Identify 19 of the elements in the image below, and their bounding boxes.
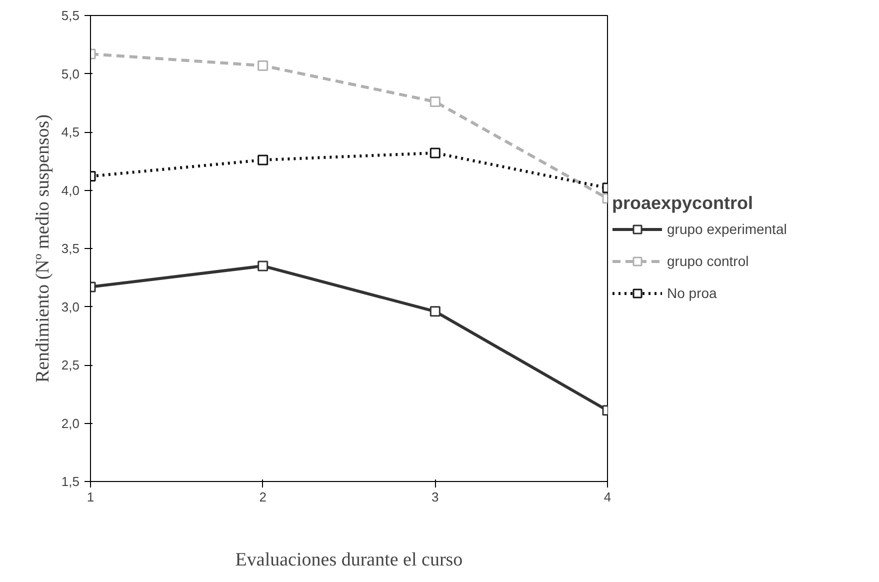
x-tick-label: 4 — [604, 490, 612, 504]
y-tick-label: 2,0 — [61, 416, 80, 431]
x-axis-title: Evaluaciones durante el curso — [235, 550, 463, 570]
x-tick-label: 1 — [86, 490, 94, 504]
y-axis-title: Rendimiento (Nº medio suspensos) — [32, 114, 54, 383]
y-tick-label: 3,0 — [61, 299, 80, 314]
legend-label: No proa — [667, 285, 717, 301]
y-tick-label: 4,0 — [61, 182, 80, 198]
y-tick-label: 5,0 — [61, 66, 80, 82]
legend-label: grupo experimental — [667, 221, 787, 237]
y-tick-label: 5,5 — [61, 8, 80, 23]
y-tick-label: 2,5 — [61, 358, 80, 372]
x-tick-label: 2 — [259, 490, 266, 504]
y-tick-label: 3,5 — [61, 241, 80, 256]
y-tick-label: 4,5 — [61, 124, 80, 140]
x-tick-label: 3 — [432, 490, 439, 504]
y-tick-label: 1,5 — [61, 474, 80, 489]
legend-label: grupo control — [667, 253, 749, 269]
legend-title: proaexpycontrol — [612, 193, 754, 214]
